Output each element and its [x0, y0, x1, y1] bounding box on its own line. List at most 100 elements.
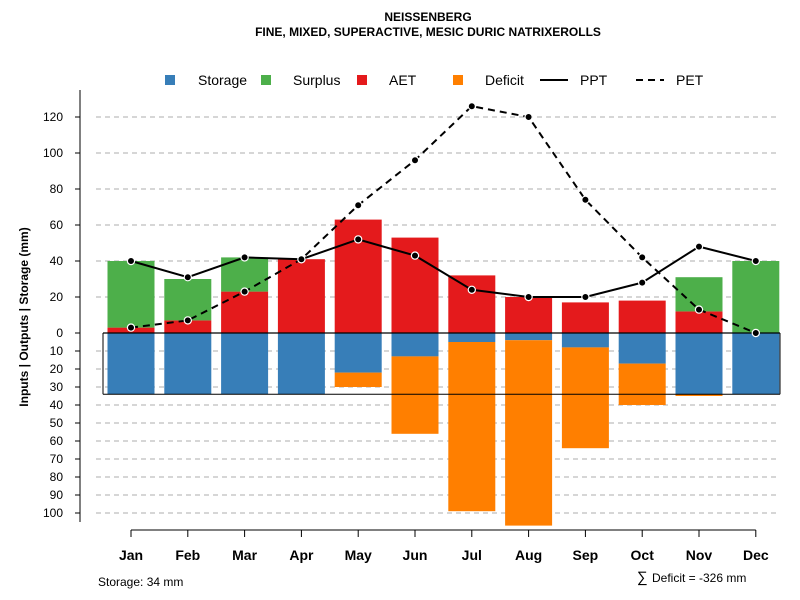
ppt-line-point: [751, 256, 761, 266]
legend-swatch-storage: [165, 75, 175, 85]
legend-label-pet: PET: [676, 72, 704, 88]
storage-bar: [448, 333, 496, 342]
ppt-line-point: [467, 285, 476, 294]
axes: [75, 90, 781, 537]
y-tick-label: 80: [50, 470, 64, 484]
storage-bar: [675, 333, 723, 395]
y-tick-label: 0: [56, 326, 63, 340]
legend-label-ppt: PPT: [580, 72, 608, 88]
legend-label-storage: Storage: [198, 72, 247, 88]
storage-bar: [505, 333, 553, 341]
ppt-line-point: [410, 251, 420, 260]
y-axis-label: Inputs | Outputs | Storage (mm): [17, 227, 31, 406]
y-tick-label: 100: [43, 146, 63, 160]
y-tick-label: 90: [50, 488, 64, 502]
y-tick-label: 20: [50, 290, 64, 304]
legend-swatch-deficit: [453, 75, 463, 85]
ppt-line-point: [694, 242, 704, 251]
ppt-line-point: [297, 255, 306, 264]
pet-line-point: [354, 200, 363, 210]
x-tick-label: Nov: [686, 547, 713, 563]
pet-line: [130, 105, 757, 334]
ppt-line-point: [524, 292, 533, 302]
legend-swatch-aet: [357, 75, 367, 85]
aet-bar: [505, 297, 553, 333]
storage-bar: [334, 333, 382, 373]
aet-bar: [618, 300, 666, 333]
pet-line-point: [694, 305, 704, 314]
storage-bar: [561, 333, 609, 348]
deficit-bar: [391, 356, 439, 434]
deficit-bar: [561, 347, 609, 449]
x-tick-label: Sep: [573, 547, 599, 563]
pet-line-point: [240, 287, 249, 296]
pet-line-point: [126, 323, 136, 332]
x-tick-label: Jan: [119, 547, 143, 563]
x-tick-label: Mar: [232, 547, 257, 563]
legend-label-surplus: Surplus: [293, 72, 340, 88]
y-tick-label: 60: [50, 218, 64, 232]
pet-line-point: [524, 112, 533, 122]
deficit-bar: [334, 372, 382, 387]
deficit-footnote: Deficit = -326 mm: [652, 571, 746, 585]
ppt-line-point: [126, 256, 136, 266]
legend-swatch-surplus: [261, 75, 271, 85]
y-tick-label: 30: [50, 380, 64, 394]
ppt-line-point: [581, 292, 590, 302]
y-tick-label: 10: [50, 344, 64, 358]
ppt-line: [130, 238, 757, 298]
ppt-line-point: [240, 253, 249, 262]
deficit-bar: [505, 340, 553, 526]
x-tick-label: Apr: [289, 547, 314, 563]
storage-bar: [221, 333, 269, 395]
surplus-bar: [732, 261, 780, 333]
surplus-bar: [164, 279, 212, 321]
deficit-bar: [675, 394, 723, 396]
pet-line-point: [751, 328, 761, 338]
x-tick-label: Jul: [462, 547, 482, 563]
pet-line-point: [638, 253, 647, 262]
y-tick-label: 50: [50, 416, 64, 430]
storage-bar: [277, 333, 325, 395]
chart-subtitle: FINE, MIXED, SUPERACTIVE, MESIC DURIC NA…: [255, 25, 601, 39]
aet-bar: [277, 259, 325, 333]
ppt-line-point: [354, 235, 363, 244]
storage-bar: [391, 333, 439, 357]
tick-labels: 0 20 40 60 80 100 120 10 20 30 40 50 60 70 80 90 100 Jan F…: [43, 110, 769, 563]
aet-bar: [561, 302, 609, 333]
y-tick-label: 40: [50, 398, 64, 412]
pet-line-point: [467, 101, 476, 111]
bars: [107, 219, 780, 526]
deficit-bar: [448, 342, 496, 512]
x-tick-label: Oct: [631, 547, 655, 563]
storage-bar: [107, 333, 155, 395]
x-tick-label: Dec: [743, 547, 769, 563]
series-lines: [126, 101, 761, 338]
y-tick-label: 60: [50, 434, 64, 448]
pet-line-point: [581, 195, 590, 204]
y-tick-label: 100: [43, 506, 63, 520]
x-tick-label: May: [345, 547, 372, 563]
x-tick-label: Jun: [403, 547, 428, 563]
y-tick-label: 70: [50, 452, 64, 466]
storage-footnote: Storage: 34 mm: [98, 575, 183, 589]
y-tick-label: 40: [50, 254, 64, 268]
y-tick-label: 80: [50, 182, 64, 196]
aet-bar: [675, 311, 723, 333]
pet-line-point: [410, 155, 420, 165]
legend: Storage Surplus AET Deficit PPT PET: [165, 72, 704, 88]
aet-bar: [164, 320, 212, 333]
x-tick-label: Aug: [515, 547, 542, 563]
legend-label-aet: AET: [389, 72, 417, 88]
x-tick-label: Feb: [175, 547, 200, 563]
storage-bar: [732, 333, 780, 395]
storage-bar: [164, 333, 212, 395]
legend-label-deficit: Deficit: [485, 72, 524, 88]
ppt-line-point: [183, 273, 192, 282]
aet-bar: [221, 291, 269, 333]
ppt-line-point: [638, 278, 647, 287]
deficit-bar: [618, 363, 666, 405]
sum-icon: ∑: [637, 569, 648, 586]
y-tick-label: 120: [43, 110, 63, 124]
